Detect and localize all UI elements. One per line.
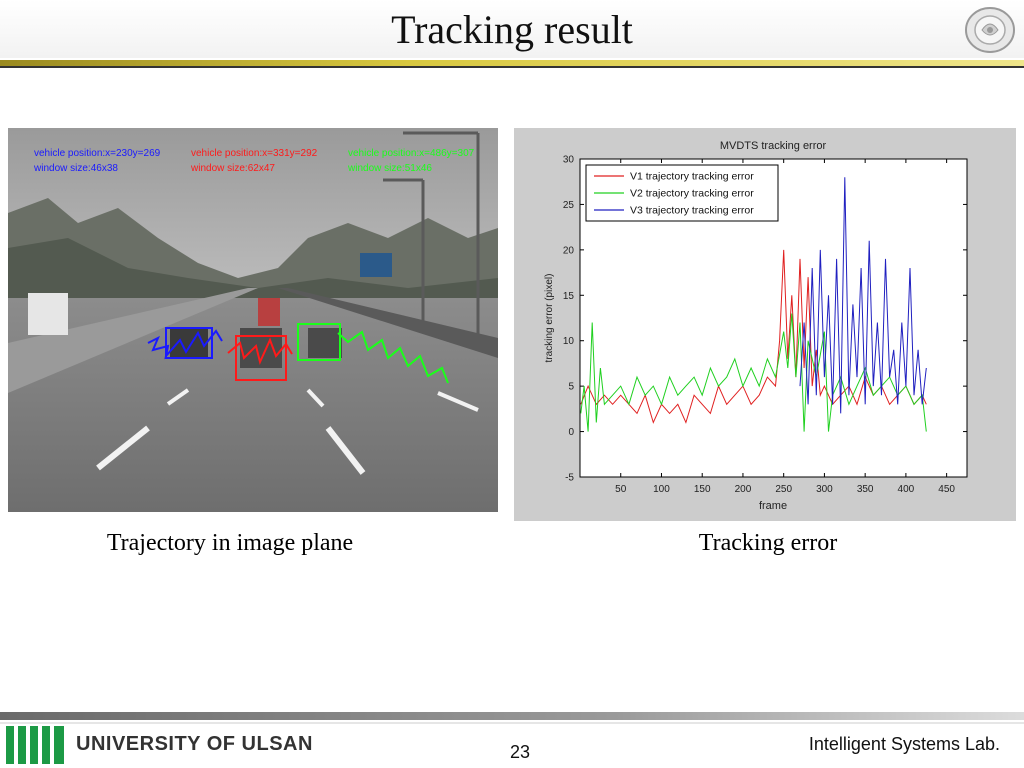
header-dark-rule	[0, 66, 1024, 68]
lab-name: Intelligent Systems Lab.	[808, 734, 1000, 754]
series-line-v2	[580, 313, 927, 432]
x-tick-label: 150	[694, 484, 711, 495]
chart-xlabel: frame	[759, 500, 787, 512]
overlay-v2-window: window size:51x46	[347, 163, 432, 174]
y-tick-label: 15	[563, 291, 575, 302]
x-tick-label: 100	[653, 484, 670, 495]
axis-ticks: 50 100 150 200 250 300 350 400 450 -5 0 5 10 15 20 25 30	[563, 155, 967, 495]
left-figure-caption: Trajectory in image plane	[106, 530, 354, 556]
footer-bar	[0, 712, 1024, 720]
x-tick-label: 250	[775, 484, 792, 495]
overlay-v3-position: vehicle position:x=230y=269	[34, 148, 161, 159]
university-name: UNIVERSITY OF ULSAN	[76, 733, 313, 755]
trajectory-image: vehicle position:x=230y=269 window size:…	[8, 128, 498, 512]
x-tick-label: 300	[816, 484, 833, 495]
highway-scene: vehicle position:x=230y=269 window size:…	[8, 128, 498, 512]
x-tick-label: 200	[735, 484, 752, 495]
y-tick-label: -5	[565, 473, 574, 484]
university-seal-icon	[965, 7, 1015, 53]
legend-label: V3 trajectory tracking error	[630, 205, 754, 217]
header-gold-rule	[0, 60, 1024, 66]
tracking-error-chart: MVDTS tracking error frame tracking erro…	[544, 140, 968, 512]
footer-line	[0, 722, 1024, 724]
legend-label: V2 trajectory tracking error	[630, 188, 754, 200]
header-band	[0, 0, 1024, 58]
overlay-v1-position: vehicle position:x=331y=292	[191, 148, 318, 159]
series-line-v3	[799, 177, 927, 414]
chart-title: MVDTS tracking error	[720, 140, 827, 152]
chart-legend: V1 trajectory tracking error V2 trajector…	[585, 164, 779, 222]
y-tick-label: 20	[563, 245, 575, 256]
university-logo-icon	[6, 726, 66, 764]
overlay-v3-window: window size:46x38	[33, 163, 118, 174]
overlay-v2-position: vehicle position:x=486y=307	[348, 148, 475, 159]
slide-title: Tracking result	[391, 7, 633, 52]
x-tick-label: 350	[857, 484, 874, 495]
y-tick-label: 25	[563, 200, 575, 211]
legend-label: V1 trajectory tracking error	[630, 171, 754, 183]
page-number: 23	[509, 742, 531, 762]
right-figure-caption: Tracking error	[698, 530, 838, 556]
x-tick-label: 400	[898, 484, 915, 495]
overlay-v1-window: window size:62x47	[190, 163, 275, 174]
y-tick-label: 30	[563, 155, 575, 166]
y-tick-label: 5	[568, 382, 574, 393]
series-lines	[580, 177, 927, 432]
x-tick-label: 50	[615, 484, 627, 495]
chart-ylabel: tracking error (pixel)	[544, 274, 555, 363]
tracking-error-chart-panel: MVDTS tracking error frame tracking erro…	[514, 128, 1016, 521]
x-tick-label: 450	[938, 484, 955, 495]
y-tick-label: 10	[563, 336, 575, 347]
y-tick-label: 0	[568, 427, 574, 438]
